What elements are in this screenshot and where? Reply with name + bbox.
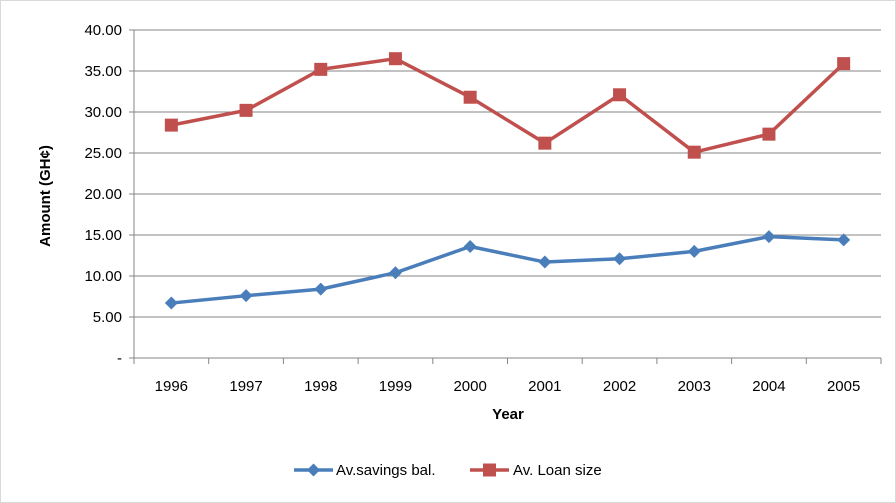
data-point <box>164 296 178 310</box>
data-point <box>687 145 701 159</box>
y-tick-label: - <box>117 350 122 367</box>
data-point <box>837 233 851 247</box>
series-group <box>164 52 851 310</box>
y-tick-label: 5.00 <box>93 309 122 326</box>
x-tick-label: 2003 <box>678 378 711 395</box>
x-axis-ticks: 1996 1997 1998 1999 2000 2001 2002 2003 2004 2005 <box>155 378 861 395</box>
x-tick-label: 2004 <box>752 378 785 395</box>
data-point <box>613 88 627 102</box>
y-tick-label: 15.00 <box>84 227 122 244</box>
axes <box>129 29 882 364</box>
data-point <box>687 244 701 258</box>
data-point <box>388 52 402 66</box>
data-point <box>164 118 178 132</box>
legend-marker <box>483 463 496 477</box>
series-line-2 <box>171 56 845 154</box>
data-point <box>538 255 552 269</box>
y-tick-label: 30.00 <box>84 104 122 121</box>
legend-marker <box>307 463 320 477</box>
data-point <box>314 282 328 296</box>
data-point <box>762 230 776 244</box>
data-point <box>463 239 477 253</box>
data-point <box>239 289 253 303</box>
y-tick-label: 40.00 <box>84 22 122 39</box>
x-axis-title: Year <box>492 406 524 423</box>
data-point <box>837 57 851 71</box>
data-point <box>762 127 776 141</box>
x-tick-label: 2001 <box>528 378 561 395</box>
y-axis-title: Amount (GH¢) <box>37 145 54 247</box>
x-tick-label: 1999 <box>379 378 412 395</box>
y-tick-label: 20.00 <box>84 186 122 203</box>
y-tick-label: 25.00 <box>84 145 122 162</box>
legend: Av.savings bal. Av. Loan size <box>294 462 602 479</box>
x-tick-label: 2000 <box>453 378 486 395</box>
legend-label: Av.savings bal. <box>336 462 436 479</box>
gridlines <box>134 29 881 318</box>
data-point <box>463 90 477 104</box>
x-tick-label: 2002 <box>603 378 636 395</box>
series-line-1 <box>171 234 844 305</box>
data-point <box>239 103 253 117</box>
y-axis-ticks: - 5.00 10.00 15.00 20.00 25.00 30.00 35.00 40.00 <box>84 22 122 367</box>
y-tick-label: 35.00 <box>84 63 122 80</box>
x-tick-label: 1996 <box>155 378 188 395</box>
x-tick-label: 1997 <box>229 378 262 395</box>
x-tick-label: 1998 <box>304 378 337 395</box>
y-tick-label: 10.00 <box>84 268 122 285</box>
data-point <box>314 62 328 76</box>
data-point <box>538 136 552 150</box>
legend-label: Av. Loan size <box>513 462 602 479</box>
x-tick-label: 2005 <box>827 378 860 395</box>
data-point <box>613 252 627 266</box>
data-point <box>388 266 402 280</box>
